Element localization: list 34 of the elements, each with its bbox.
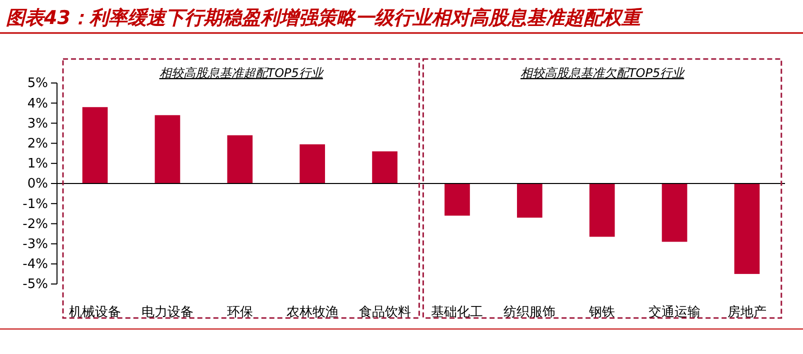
y-tick-label: -2%: [22, 216, 48, 232]
bar: [589, 184, 615, 237]
y-tick-label: 2%: [27, 136, 48, 152]
x-tick-label: 机械设备: [69, 305, 122, 320]
x-tick-label: 电力设备: [141, 305, 194, 320]
bar: [82, 107, 108, 184]
bar: [372, 151, 398, 184]
x-tick-label: 钢铁: [588, 305, 616, 320]
y-tick-label: 0%: [27, 176, 48, 192]
y-tick-label: -4%: [22, 257, 48, 272]
x-tick-label: 食品饮料: [358, 305, 411, 320]
y-tick-label: 4%: [27, 96, 48, 112]
chart-title: 图表43：利率缓速下行期稳盈利增强策略一级行业相对高股息基准超配权重: [6, 7, 644, 29]
bar: [227, 135, 253, 184]
text: 相较高股息基准超配TOP5行业: [159, 66, 324, 80]
x-tick-label: 房地产: [727, 304, 766, 320]
y-tick-label: -1%: [22, 196, 48, 212]
bar: [516, 184, 542, 218]
bar: [154, 115, 180, 184]
y-tick-label: -3%: [22, 236, 48, 252]
x-tick-label: 纺织服饰: [504, 305, 556, 320]
text: 相较高股息基准欠配TOP5行业: [520, 66, 686, 80]
y-tick-label: -5%: [22, 277, 48, 292]
bar: [662, 184, 688, 242]
x-tick-label: 环保: [226, 305, 253, 320]
x-tick-label: 基础化工: [431, 305, 484, 320]
bar: [444, 184, 470, 216]
x-tick-label: 交通运输: [648, 304, 701, 320]
y-tick-label: 1%: [27, 156, 48, 172]
x-tick-label: 农林牧渔: [286, 305, 338, 320]
y-tick-label: 5%: [27, 76, 48, 92]
y-tick-label: 3%: [27, 116, 48, 132]
bar: [300, 144, 326, 184]
bar: [734, 184, 760, 274]
